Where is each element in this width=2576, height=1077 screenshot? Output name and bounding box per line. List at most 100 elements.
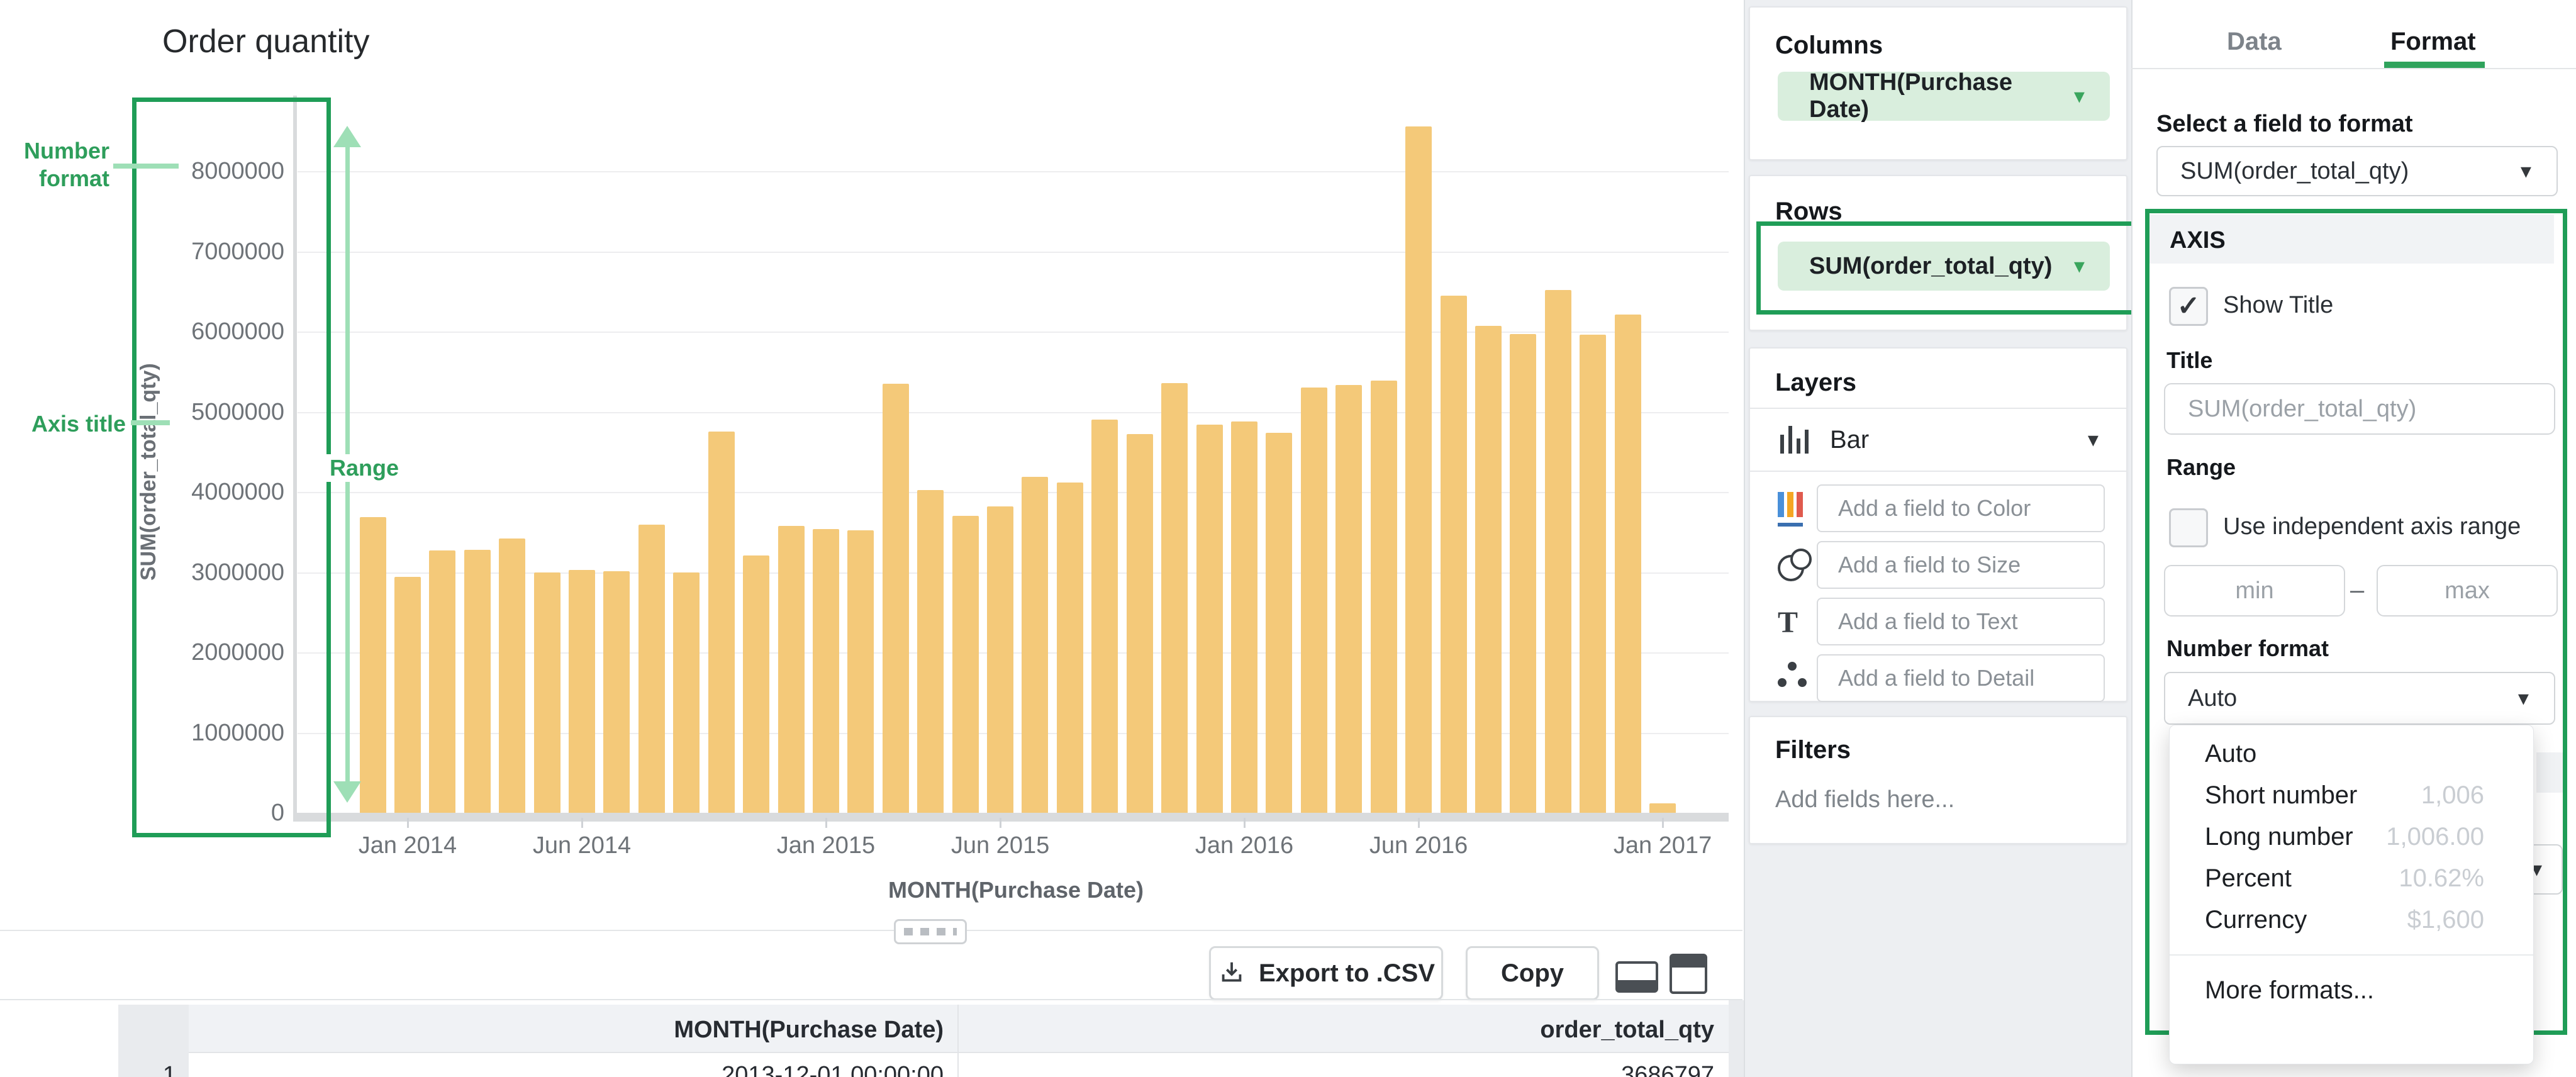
bar[interactable] bbox=[499, 538, 526, 813]
axis-title-connector bbox=[131, 420, 170, 425]
bar[interactable] bbox=[569, 569, 596, 813]
table-header-month[interactable]: MONTH(Purchase Date) bbox=[674, 1017, 944, 1043]
range-annotation: Range bbox=[326, 454, 403, 482]
bar-chart-icon bbox=[1780, 426, 1809, 454]
bar[interactable] bbox=[882, 383, 909, 813]
bar[interactable] bbox=[394, 577, 421, 813]
bar[interactable] bbox=[812, 528, 839, 813]
menu-item-short-number[interactable]: Short number 1,006 bbox=[2170, 774, 2533, 816]
number-format-select[interactable]: Auto ▾ bbox=[2164, 672, 2555, 725]
bar[interactable] bbox=[1335, 385, 1363, 813]
rows-pill-label: SUM(order_total_qty) bbox=[1809, 252, 2053, 279]
field-well-size[interactable] bbox=[1817, 541, 2105, 589]
field-well-color[interactable] bbox=[1817, 484, 2105, 532]
expand-table-icon[interactable] bbox=[1670, 954, 1707, 994]
bar[interactable] bbox=[533, 572, 560, 813]
bar[interactable] bbox=[778, 525, 805, 813]
bar[interactable] bbox=[638, 525, 665, 813]
menu-item-label: Auto bbox=[2205, 739, 2257, 767]
bar[interactable] bbox=[359, 516, 386, 813]
table-header-qty[interactable]: order_total_qty bbox=[1540, 1017, 1714, 1043]
bar[interactable] bbox=[1475, 326, 1502, 813]
bar[interactable] bbox=[464, 549, 491, 813]
layer-type-row[interactable]: Bar ▾ bbox=[1750, 409, 2126, 471]
bar[interactable] bbox=[708, 432, 735, 813]
bar[interactable] bbox=[917, 490, 944, 813]
bar[interactable] bbox=[1126, 434, 1153, 813]
tab-format[interactable]: Format bbox=[2390, 28, 2476, 55]
bar[interactable] bbox=[1614, 315, 1641, 813]
bar[interactable] bbox=[1440, 295, 1467, 813]
bar[interactable] bbox=[987, 506, 1014, 813]
chevron-down-icon: ▾ bbox=[2520, 159, 2531, 183]
independent-range-checkbox[interactable] bbox=[2169, 508, 2208, 547]
bar[interactable] bbox=[952, 516, 979, 813]
bar[interactable] bbox=[1196, 424, 1223, 813]
range-max-input[interactable] bbox=[2377, 565, 2558, 617]
menu-divider bbox=[2170, 954, 2533, 956]
menu-item-long-number[interactable]: Long number 1,006.00 bbox=[2170, 816, 2533, 857]
x-axis-tickmark bbox=[825, 818, 827, 828]
bar[interactable] bbox=[1580, 335, 1607, 813]
bar[interactable] bbox=[1091, 420, 1118, 813]
field-to-format-select[interactable]: SUM(order_total_qty) ▾ bbox=[2156, 146, 2558, 196]
bar[interactable] bbox=[1405, 126, 1432, 813]
bar[interactable] bbox=[1231, 421, 1257, 813]
bar[interactable] bbox=[1649, 803, 1676, 813]
bar[interactable] bbox=[1022, 476, 1049, 813]
tab-data[interactable]: Data bbox=[2227, 28, 2282, 55]
table-scrollbar[interactable] bbox=[1729, 1000, 1745, 1077]
obscured-section-band bbox=[2536, 752, 2565, 793]
menu-item-auto[interactable]: Auto bbox=[2170, 733, 2533, 774]
y-axis-tick-label: 3000000 bbox=[191, 559, 284, 586]
columns-pill[interactable]: MONTH(Purchase Date) ▾ bbox=[1778, 69, 2110, 123]
bar[interactable] bbox=[1300, 388, 1327, 813]
color-icon bbox=[1778, 492, 1809, 527]
table-column-divider bbox=[957, 1005, 959, 1077]
chevron-down-icon[interactable]: ▾ bbox=[2073, 254, 2085, 278]
table-top-divider bbox=[0, 999, 1742, 1000]
menu-item-percent[interactable]: Percent 10.62% bbox=[2170, 857, 2533, 899]
table-row-number-gutter bbox=[118, 1005, 189, 1077]
menu-item-currency[interactable]: Currency $1,600 bbox=[2170, 899, 2533, 940]
export-csv-button[interactable]: Export to .CSV bbox=[1209, 946, 1443, 1000]
bar[interactable] bbox=[743, 555, 770, 813]
bar[interactable] bbox=[1161, 382, 1188, 813]
bar[interactable] bbox=[1370, 380, 1397, 813]
field-well-text[interactable] bbox=[1817, 598, 2105, 645]
check-icon: ✓ bbox=[2177, 291, 2200, 321]
menu-item-more-formats-[interactable]: More formats... bbox=[2170, 969, 2533, 1011]
chevron-down-icon[interactable]: ▾ bbox=[2087, 428, 2099, 452]
bar[interactable] bbox=[1544, 289, 1571, 813]
bar[interactable] bbox=[1510, 333, 1537, 813]
x-axis-tick-label: Jun 2015 bbox=[951, 832, 1050, 859]
bar[interactable] bbox=[429, 550, 456, 813]
menu-item-label: Percent bbox=[2205, 864, 2292, 892]
chevron-down-icon[interactable]: ▾ bbox=[2073, 84, 2085, 108]
bar[interactable] bbox=[1266, 432, 1293, 813]
bar[interactable] bbox=[603, 571, 630, 813]
copy-label: Copy bbox=[1501, 959, 1564, 987]
table-cell-qty[interactable]: 3686797 bbox=[1621, 1062, 1714, 1077]
table-cell-month[interactable]: 2013-12-01 00:00:00 bbox=[722, 1062, 944, 1077]
bar[interactable] bbox=[1056, 482, 1083, 813]
active-tab-underline bbox=[2384, 62, 2485, 69]
field-well-detail[interactable] bbox=[1817, 654, 2105, 702]
show-title-checkbox[interactable]: ✓ bbox=[2169, 287, 2208, 326]
bar[interactable] bbox=[673, 572, 700, 813]
axis-title-input[interactable] bbox=[2164, 383, 2555, 435]
text-icon: T bbox=[1778, 606, 1798, 639]
bar[interactable] bbox=[847, 530, 874, 813]
chart-bottom-divider bbox=[0, 930, 1742, 931]
filters-drop-zone[interactable]: Add fields here... bbox=[1775, 786, 1955, 813]
copy-button[interactable]: Copy bbox=[1466, 946, 1599, 1000]
resize-handle[interactable] bbox=[894, 919, 967, 944]
gridline bbox=[298, 171, 1729, 172]
range-min-input[interactable] bbox=[2164, 565, 2345, 617]
collapse-table-icon[interactable] bbox=[1615, 961, 1658, 993]
menu-item-sample: 10.62% bbox=[2399, 864, 2484, 892]
gridline bbox=[298, 492, 1729, 493]
x-axis-tick-label: Jan 2015 bbox=[776, 832, 876, 859]
rows-pill[interactable]: SUM(order_total_qty) ▾ bbox=[1778, 242, 2110, 291]
